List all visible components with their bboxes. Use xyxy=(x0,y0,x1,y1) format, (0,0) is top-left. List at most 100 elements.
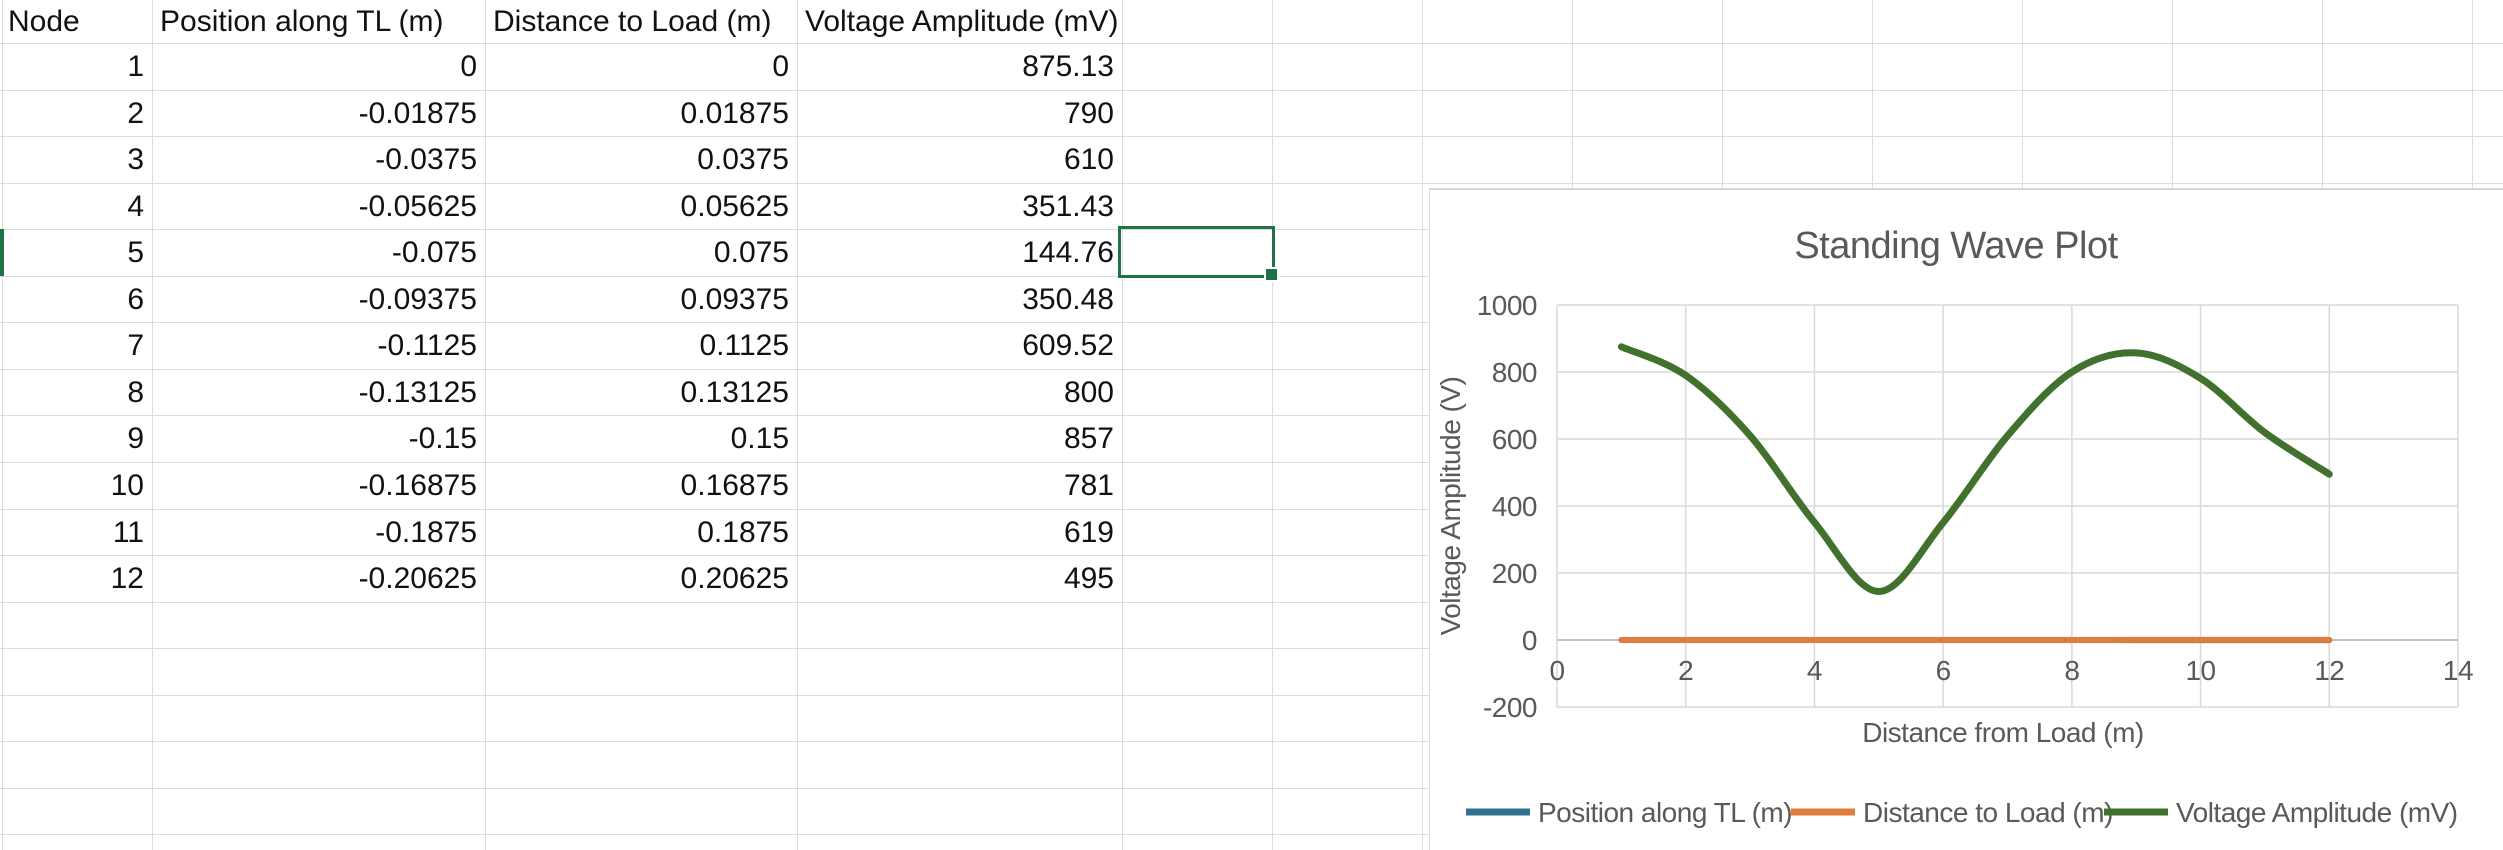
sheet-gridline-h xyxy=(0,229,2503,230)
sheet-gridline-v xyxy=(485,0,486,850)
sheet-gridline-v xyxy=(1122,0,1123,850)
sheet-gridline-v xyxy=(1272,0,1273,850)
chart-title: Standing Wave Plot xyxy=(1794,225,2118,267)
table-cell[interactable]: 7 xyxy=(127,329,144,362)
x-tick-label: 6 xyxy=(1936,655,1951,686)
selected-cell[interactable] xyxy=(1118,226,1279,282)
table-cell[interactable]: -0.15 xyxy=(408,422,477,455)
sheet-gridline-h xyxy=(0,555,2503,556)
sheet-gridline-h xyxy=(0,90,2503,91)
table-cell[interactable]: 0 xyxy=(460,50,477,83)
table-cell[interactable]: 0.09375 xyxy=(680,283,789,316)
sheet-gridline-h xyxy=(0,43,2503,44)
series-line-3[interactable] xyxy=(1617,343,2333,596)
sheet-gridline-h xyxy=(0,834,2503,835)
fill-handle[interactable] xyxy=(1264,267,1279,282)
table-cell[interactable]: 0.075 xyxy=(713,236,789,269)
table-cell[interactable]: 0.0375 xyxy=(697,143,789,176)
table-cell[interactable]: 0.1875 xyxy=(697,516,789,549)
sheet-gridline-h xyxy=(0,415,2503,416)
table-cell[interactable]: 0.1125 xyxy=(699,329,789,362)
sheet-gridline-h xyxy=(0,509,2503,510)
legend-label[interactable]: Distance to Load (m) xyxy=(1863,797,2113,828)
table-cell[interactable]: -0.20625 xyxy=(358,562,477,595)
y-tick-label: 400 xyxy=(1492,491,1537,522)
x-tick-label: 8 xyxy=(2064,655,2079,686)
table-cell[interactable]: -0.01875 xyxy=(358,97,477,130)
table-cell[interactable]: 857 xyxy=(1063,422,1114,455)
table-cell[interactable]: 0.16875 xyxy=(680,469,789,502)
x-tick-label: 14 xyxy=(2443,655,2473,686)
sheet-gridline-h xyxy=(0,322,2503,323)
table-cell[interactable]: 10 xyxy=(110,469,144,502)
table-cell[interactable]: 9 xyxy=(127,422,144,455)
y-tick-label: 1000 xyxy=(1477,290,1537,321)
table-cell[interactable]: -0.13125 xyxy=(358,376,477,409)
sheet-gridline-h xyxy=(0,602,2503,603)
table-cell[interactable]: 495 xyxy=(1063,562,1114,595)
x-tick-label: 2 xyxy=(1678,655,1693,686)
sheet-gridline-h xyxy=(0,648,2503,649)
y-tick-label: -200 xyxy=(1483,692,1537,723)
table-cell[interactable]: -0.1125 xyxy=(377,329,477,362)
table-cell[interactable]: 2 xyxy=(127,97,144,130)
table-cell[interactable]: -0.1875 xyxy=(375,516,477,549)
x-tick-label: 10 xyxy=(2185,655,2215,686)
table-cell[interactable]: 0.05625 xyxy=(680,190,789,223)
table-cell[interactable]: 781 xyxy=(1063,469,1114,502)
table-cell[interactable]: -0.09375 xyxy=(358,283,477,316)
table-cell[interactable]: 5 xyxy=(127,236,144,269)
table-cell[interactable]: 0.20625 xyxy=(680,562,789,595)
sheet-gridline-h xyxy=(0,462,2503,463)
y-axis-title: Voltage Amplitude (V) xyxy=(1435,377,1466,636)
table-cell[interactable]: 3 xyxy=(127,143,144,176)
y-tick-label: 200 xyxy=(1492,558,1537,589)
table-cell[interactable]: 144.76 xyxy=(1022,236,1114,269)
table-cell[interactable]: -0.075 xyxy=(391,236,477,269)
sheet-gridline-h xyxy=(0,183,2503,184)
table-cell[interactable]: 0 xyxy=(772,50,789,83)
sheet-gridline-h xyxy=(0,695,2503,696)
sheet-gridline-v xyxy=(797,0,798,850)
standing-wave-chart[interactable]: Standing Wave Plot 1000 800 600 400 200 0 -200 0… xyxy=(1430,190,2503,850)
table-cell[interactable]: 609.52 xyxy=(1022,329,1114,362)
column-header[interactable]: Distance to Load (m) xyxy=(493,5,772,38)
sheet-gridline-v xyxy=(1422,0,1423,850)
table-cell[interactable]: 11 xyxy=(112,516,144,549)
column-header[interactable]: Position along TL (m) xyxy=(160,5,444,38)
selected-row-indicator xyxy=(0,229,4,276)
table-cell[interactable]: 1 xyxy=(127,50,144,83)
y-tick-label: 800 xyxy=(1492,357,1537,388)
x-axis-title: Distance from Load (m) xyxy=(1862,717,2144,748)
x-tick-label: 4 xyxy=(1807,655,1822,686)
table-cell[interactable]: 0.13125 xyxy=(680,376,789,409)
table-cell[interactable]: 4 xyxy=(127,190,144,223)
table-cell[interactable]: -0.16875 xyxy=(358,469,477,502)
table-cell[interactable]: 875.13 xyxy=(1022,50,1114,83)
table-cell[interactable]: 12 xyxy=(110,562,144,595)
table-cell[interactable]: 0.15 xyxy=(730,422,789,455)
chart-object[interactable]: Standing Wave Plot 1000 800 600 400 200 0 -200 0… xyxy=(1429,188,2503,850)
column-header[interactable]: Node xyxy=(8,5,80,38)
table-cell[interactable]: 6 xyxy=(127,283,144,316)
sheet-gridline-h xyxy=(0,741,2503,742)
table-cell[interactable]: 8 xyxy=(127,376,144,409)
sheet-gridline-h xyxy=(0,136,2503,137)
table-cell[interactable]: -0.0375 xyxy=(375,143,477,176)
table-cell[interactable]: 351.43 xyxy=(1022,190,1114,223)
y-tick-label: 0 xyxy=(1522,625,1537,656)
column-header[interactable]: Voltage Amplitude (mV) xyxy=(805,5,1119,38)
table-cell[interactable]: 610 xyxy=(1063,143,1114,176)
table-cell[interactable]: 790 xyxy=(1063,97,1114,130)
legend-label[interactable]: Voltage Amplitude (mV) xyxy=(2176,797,2458,828)
legend-label[interactable]: Position along TL (m) xyxy=(1538,797,1793,828)
sheet-gridline-v xyxy=(2,0,3,850)
table-cell[interactable]: -0.05625 xyxy=(358,190,477,223)
sheet-gridline-h xyxy=(0,369,2503,370)
table-cell[interactable]: 0.01875 xyxy=(680,97,789,130)
table-cell[interactable]: 619 xyxy=(1063,516,1114,549)
table-cell[interactable]: 350.48 xyxy=(1022,283,1114,316)
table-cell[interactable]: 800 xyxy=(1063,376,1114,409)
sheet-gridline-v xyxy=(152,0,153,850)
